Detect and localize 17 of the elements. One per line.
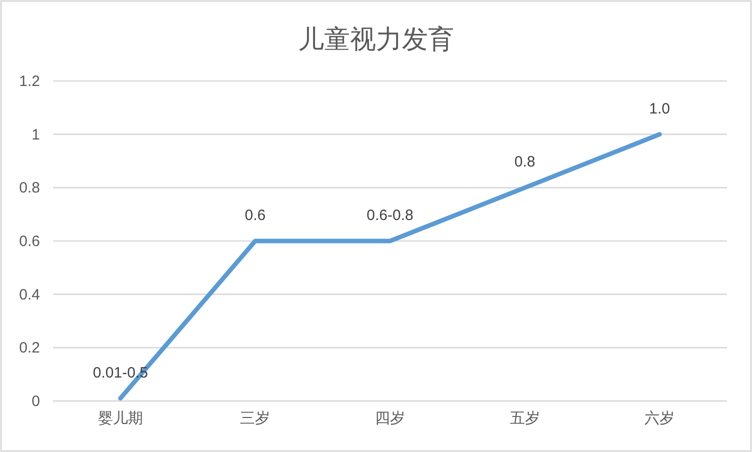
data-label: 0.6	[244, 207, 266, 224]
y-tick-label: 0.2	[19, 340, 40, 357]
x-tick-label: 三岁	[240, 410, 270, 427]
x-tick-label: 婴儿期	[98, 410, 143, 427]
x-tick-label: 四岁	[375, 410, 405, 427]
x-tick-label: 五岁	[510, 410, 540, 427]
chart-title: 儿童视力发育	[298, 24, 454, 54]
y-tick-label: 0.8	[19, 180, 40, 197]
data-label: 0.6-0.8	[366, 207, 414, 224]
y-tick-label: 0.6	[19, 233, 40, 250]
x-tick-label: 六岁	[644, 410, 675, 427]
y-tick-label: 1	[32, 126, 40, 144]
y-tick-label: 0.4	[19, 286, 40, 304]
data-label: 1.0	[649, 100, 670, 118]
y-tick-label: 0	[32, 393, 40, 410]
y-tick-label: 1.2	[19, 73, 40, 90]
data-label: 0.8	[514, 154, 536, 171]
